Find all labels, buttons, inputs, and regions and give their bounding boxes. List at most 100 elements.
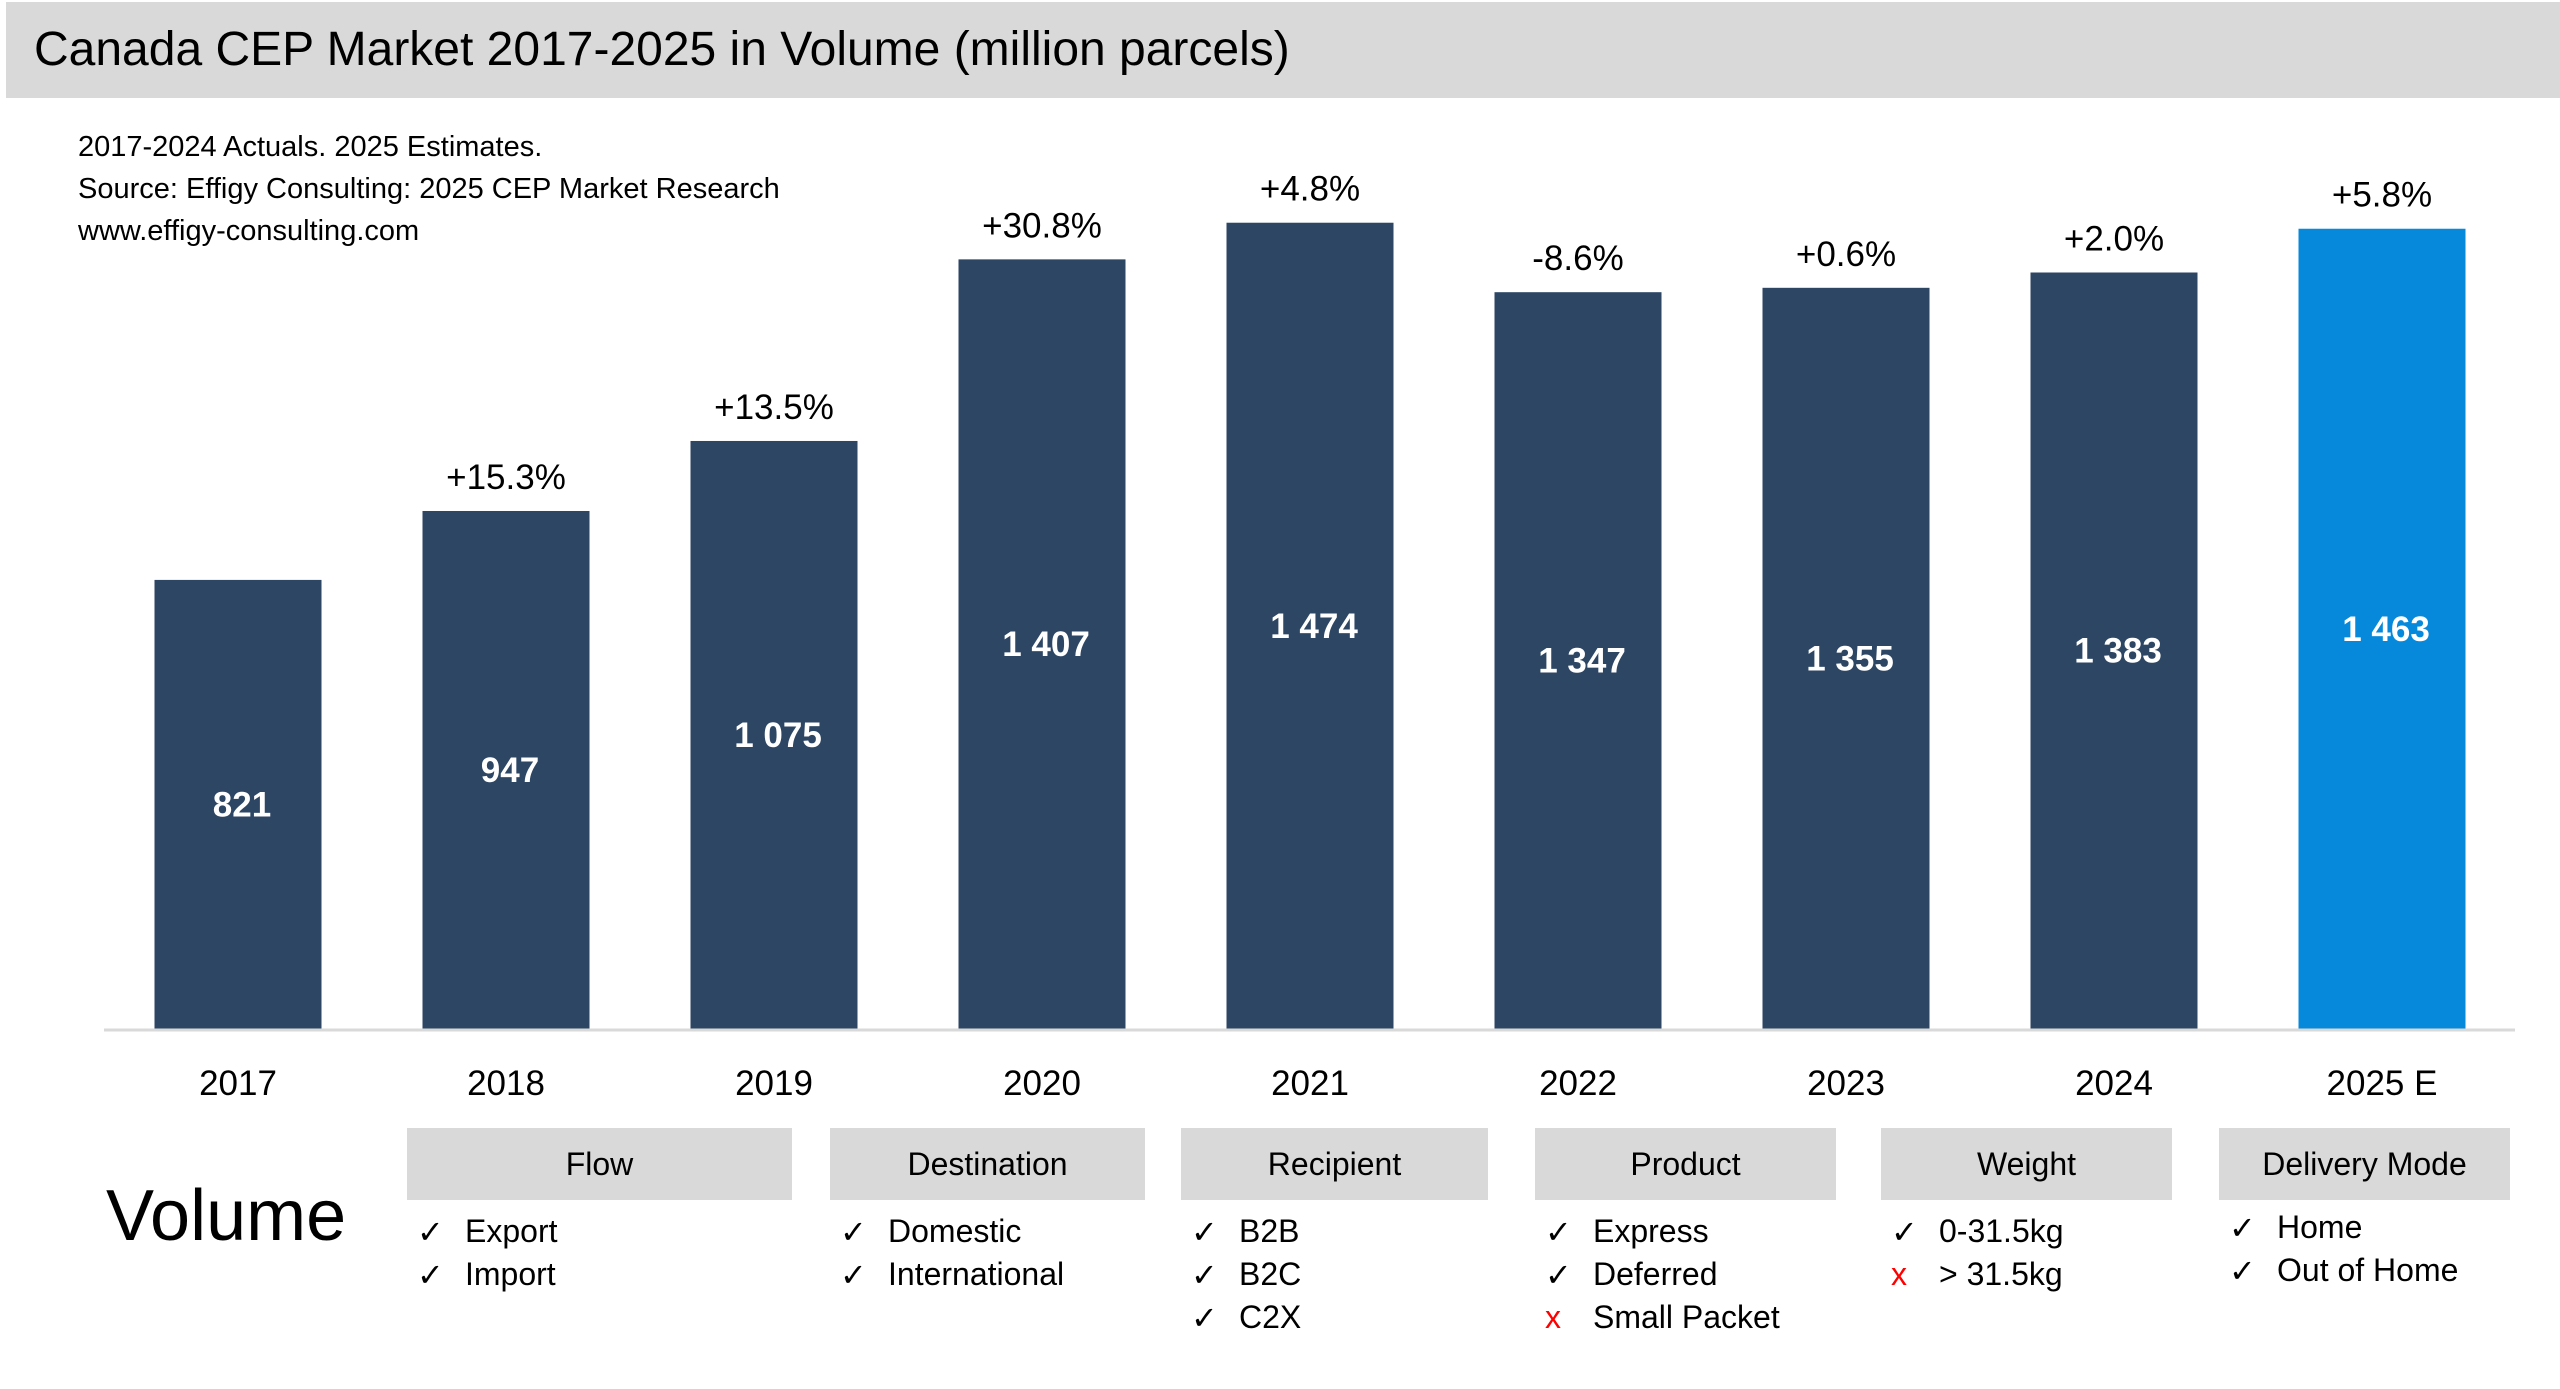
check-icon: ✓ [840, 1213, 867, 1250]
check-icon: ✓ [1191, 1299, 1218, 1336]
segment-item: ✓ International [830, 1253, 1145, 1296]
check-icon: ✓ [1545, 1256, 1572, 1293]
x-tick-label: 2018 [467, 1064, 545, 1103]
check-icon: ✓ [1545, 1213, 1572, 1250]
segment-item: ✓ Export [407, 1210, 792, 1253]
bar-2017 [154, 579, 322, 1029]
segment-weight: Weight ✓ 0-31.5kg x > 31.5kg [1881, 1128, 2172, 1296]
cross-icon: x [1545, 1299, 1561, 1335]
segment-header: Recipient [1181, 1128, 1488, 1200]
note-actuals: 2017-2024 Actuals. 2025 Estimates. [78, 131, 543, 163]
x-tick-label: 2022 [1539, 1064, 1617, 1103]
growth-label: +5.8% [2332, 176, 2432, 215]
check-icon: ✓ [1191, 1256, 1218, 1293]
segment-item-label: B2B [1239, 1213, 1300, 1249]
segment-item-label: > 31.5kg [1939, 1256, 2063, 1292]
segment-recipient: Recipient ✓ B2B ✓ B2C ✓ C2X [1181, 1128, 1488, 1339]
check-icon: ✓ [417, 1256, 444, 1293]
segment-header: Flow [407, 1128, 792, 1200]
segment-item-label: Deferred [1593, 1256, 1718, 1292]
segment-item-label: Domestic [888, 1213, 1022, 1249]
segment-item: ✓ B2C [1181, 1253, 1488, 1296]
bar-chart: 821 2017 947 +15.3% 2018 1 075 +13.5% 2019 1 407… [104, 170, 2515, 1103]
segment-items: ✓ Express ✓ Deferred x Small Packet [1535, 1210, 1836, 1339]
segment-item-label: B2C [1239, 1256, 1302, 1292]
bar-2025-E [2298, 228, 2466, 1029]
check-icon: ✓ [2229, 1252, 2256, 1289]
value-label: 1 463 [2342, 610, 2430, 649]
check-icon: ✓ [1191, 1213, 1218, 1250]
chart-title: Canada CEP Market 2017-2025 in Volume (m… [34, 23, 1290, 76]
segment-header: Delivery Mode [2219, 1128, 2510, 1200]
segment-item: ✓ Home [2219, 1206, 2510, 1249]
segment-item: ✓ Deferred [1535, 1253, 1836, 1296]
bar-2021 [1226, 222, 1394, 1030]
bar-2019 [690, 440, 858, 1030]
segment-item: ✓ C2X [1181, 1296, 1488, 1339]
segment-header: Weight [1881, 1128, 2172, 1200]
value-label: 821 [213, 785, 271, 824]
x-tick-label: 2024 [2075, 1064, 2153, 1103]
segment-items: ✓ Home ✓ Out of Home [2219, 1206, 2510, 1292]
notes: 2017-2024 Actuals. 2025 Estimates. Sourc… [78, 126, 780, 252]
segment-item: ✓ Out of Home [2219, 1249, 2510, 1292]
bar-2020 [958, 259, 1126, 1030]
segment-item-label: Home [2277, 1209, 2363, 1245]
growth-label: -8.6% [1532, 239, 1623, 278]
growth-label: +30.8% [982, 206, 1102, 245]
x-tick-label: 2020 [1003, 1064, 1081, 1103]
value-label: 1 355 [1806, 639, 1894, 678]
value-label: 947 [481, 751, 539, 790]
segment-item-label: Small Packet [1593, 1299, 1780, 1335]
check-icon: ✓ [840, 1256, 867, 1293]
note-website: www.effigy-consulting.com [78, 215, 420, 247]
x-tick-label: 2017 [199, 1064, 277, 1103]
note-source: Source: Effigy Consulting: 2025 CEP Mark… [78, 173, 780, 205]
growth-label: +2.0% [2064, 219, 2164, 258]
value-label: 1 407 [1002, 625, 1090, 664]
growth-label: +13.5% [714, 388, 834, 427]
segments-label: Volume [106, 1176, 347, 1256]
segment-item: ✓ Import [407, 1253, 792, 1296]
bar-2018 [422, 510, 590, 1030]
check-icon: ✓ [417, 1213, 444, 1250]
bar-2024 [2030, 272, 2198, 1029]
bar-2022 [1494, 292, 1662, 1029]
segment-item-label: C2X [1239, 1299, 1302, 1335]
segment-item: x Small Packet [1535, 1296, 1836, 1339]
title-bar: Canada CEP Market 2017-2025 in Volume (m… [6, 2, 2560, 98]
growth-label: +0.6% [1796, 235, 1896, 274]
segment-product: Product ✓ Express ✓ Deferred x Small Packet [1535, 1128, 1836, 1339]
segment-items: ✓ Export ✓ Import [407, 1210, 792, 1296]
x-tick-label: 2019 [735, 1064, 813, 1103]
segment-item: ✓ B2B [1181, 1210, 1488, 1253]
cross-icon: x [1891, 1256, 1907, 1292]
check-icon: ✓ [1891, 1213, 1918, 1250]
segment-item: x > 31.5kg [1881, 1253, 2172, 1296]
segment-item: ✓ Domestic [830, 1210, 1145, 1253]
segment-item: ✓ Express [1535, 1210, 1836, 1253]
segment-item-label: 0-31.5kg [1939, 1213, 2064, 1249]
value-label: 1 474 [1270, 607, 1358, 646]
value-label: 1 075 [734, 716, 822, 755]
x-tick-label: 2025 E [2327, 1064, 2438, 1103]
growth-label: +15.3% [446, 458, 566, 497]
segment-header: Destination [830, 1128, 1145, 1200]
bar-2023 [1762, 287, 1930, 1029]
segment-items: ✓ Domestic ✓ International [830, 1210, 1145, 1296]
segment-header: Product [1535, 1128, 1836, 1200]
check-icon: ✓ [2229, 1209, 2256, 1246]
segment-flow: Flow ✓ Export ✓ Import [407, 1128, 792, 1296]
segment-items: ✓ B2B ✓ B2C ✓ C2X [1181, 1210, 1488, 1339]
segment-destination: Destination ✓ Domestic ✓ International [830, 1128, 1145, 1296]
value-label: 1 347 [1538, 642, 1626, 681]
segment-items: ✓ 0-31.5kg x > 31.5kg [1881, 1210, 2172, 1296]
value-label: 1 383 [2074, 632, 2162, 671]
segment-item-label: Export [465, 1213, 558, 1249]
segment-item-label: Express [1593, 1213, 1709, 1249]
x-tick-label: 2021 [1271, 1064, 1349, 1103]
segment-item-label: International [888, 1256, 1065, 1292]
segment-item-label: Out of Home [2277, 1252, 2459, 1288]
segment-item-label: Import [465, 1256, 556, 1292]
segment-item: ✓ 0-31.5kg [1881, 1210, 2172, 1253]
